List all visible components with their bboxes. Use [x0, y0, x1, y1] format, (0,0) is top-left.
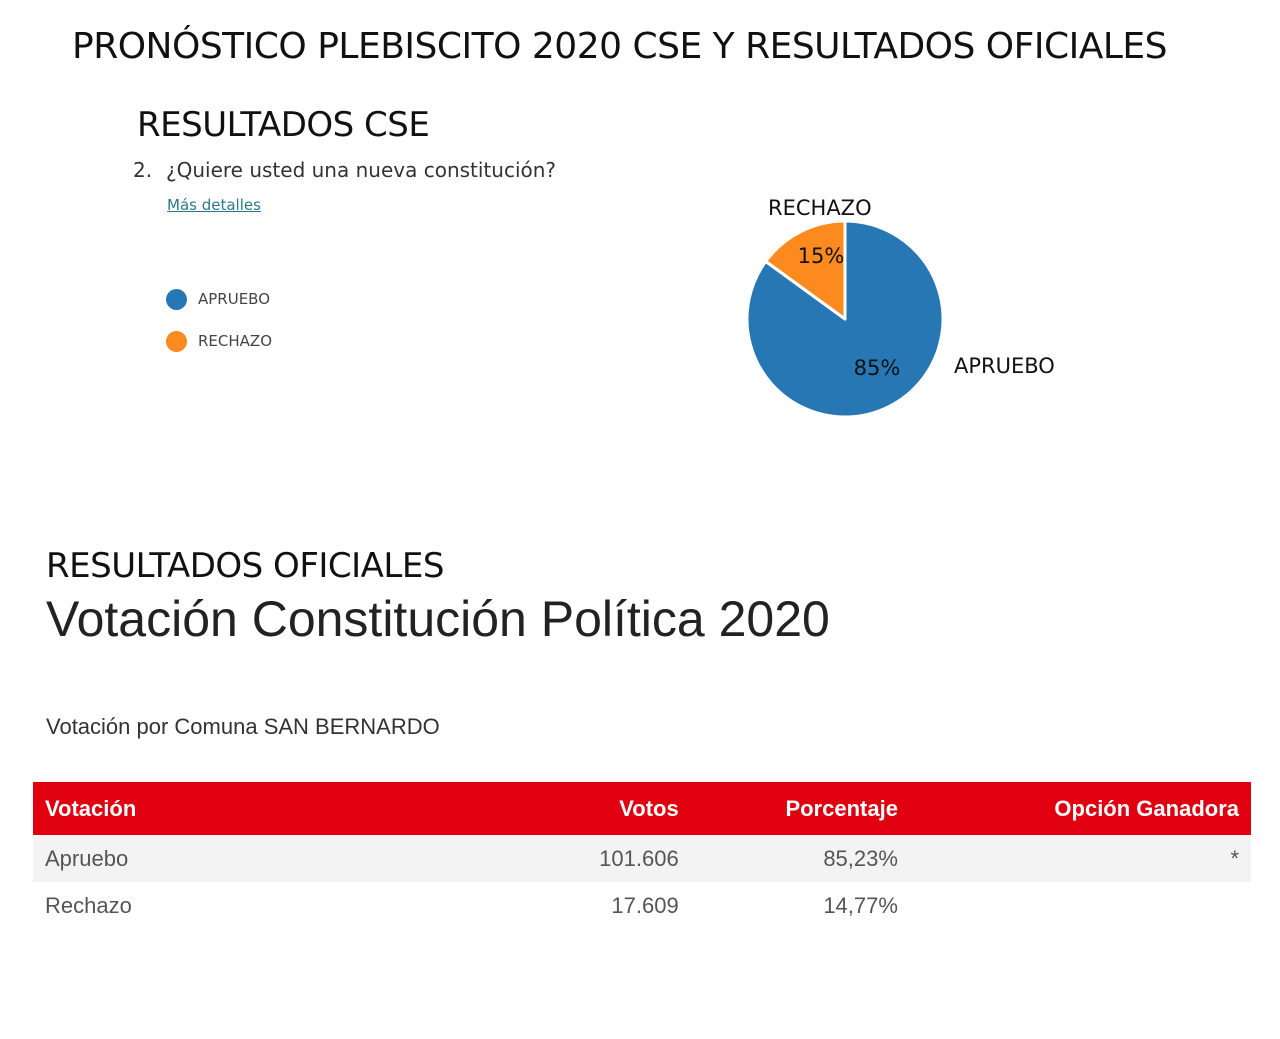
header-votos: Votos — [374, 782, 691, 835]
question-text: ¿Quiere usted una nueva constitución? — [166, 158, 557, 182]
legend-marker-apruebo — [166, 288, 187, 310]
legend-label-apruebo: APRUEBO — [198, 290, 271, 308]
pie-category-label-apruebo: APRUEBO — [954, 354, 1055, 378]
table-row: Rechazo 17.609 14,77% — [33, 882, 1251, 929]
legend-item-apruebo[interactable]: APRUEBO — [166, 288, 272, 310]
cell-option: Rechazo — [45, 892, 132, 918]
header-opcion-ganadora: Opción Ganadora — [909, 782, 1251, 835]
commune-subtitle: Votación por Comuna SAN BERNARDO — [46, 714, 440, 739]
cell-votes: 101.606 — [374, 835, 691, 882]
official-title: Votación Constitución Política 2020 — [46, 591, 830, 647]
cse-section-title: RESULTADOS CSE — [137, 105, 430, 145]
more-details-link[interactable]: Más detalles — [167, 196, 261, 214]
header-porcentaje: Porcentaje — [690, 782, 910, 835]
legend-marker-rechazo — [166, 330, 187, 352]
table-row: Apruebo 101.606 85,23% * — [33, 835, 1251, 882]
pie-value-label-rechazo: 15% — [798, 244, 845, 268]
legend-label-rechazo: RECHAZO — [198, 332, 272, 350]
pie-value-label-apruebo: 85% — [854, 356, 901, 380]
pie-chart: 85% APRUEBO 15% RECHAZO — [745, 196, 1055, 419]
cell-winner-mark: * — [909, 835, 1251, 882]
cell-winner-mark — [910, 882, 1251, 929]
chart-legend: APRUEBO RECHAZO — [166, 288, 272, 372]
official-section-title: RESULTADOS OFICIALES — [46, 546, 444, 586]
cell-percentage: 85,23% — [690, 835, 910, 882]
results-table: Votación Votos Porcentaje Opción Ganador… — [33, 782, 1251, 929]
question-number: 2. — [133, 158, 153, 182]
pie-slice-rechazo[interactable] — [764, 219, 847, 321]
pie-category-label-rechazo: RECHAZO — [768, 196, 872, 220]
cell-percentage: 14,77% — [823, 892, 898, 918]
cell-option: Apruebo — [33, 835, 375, 882]
cell-votes: 17.609 — [611, 892, 679, 918]
main-title: PRONÓSTICO PLEBISCITO 2020 CSE Y RESULTA… — [72, 26, 1168, 67]
table-header-row: Votación Votos Porcentaje Opción Ganador… — [33, 782, 1251, 835]
header-votacion: Votación — [33, 782, 375, 835]
legend-item-rechazo[interactable]: RECHAZO — [166, 330, 272, 352]
